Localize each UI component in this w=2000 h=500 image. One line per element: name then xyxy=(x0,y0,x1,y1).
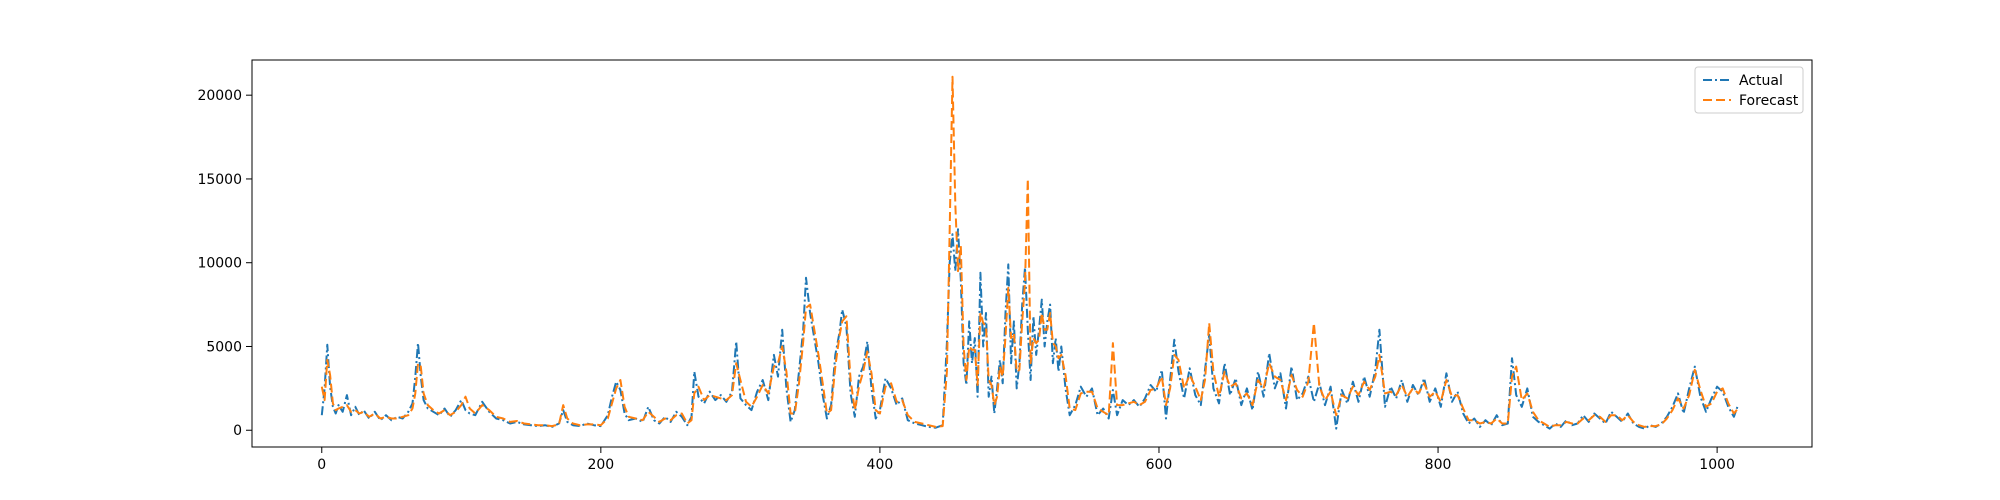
x-tick-label-200: 200 xyxy=(587,457,614,473)
x-tick-label-0: 0 xyxy=(317,457,326,473)
y-tick-label-20000: 20000 xyxy=(197,88,242,104)
x-tick-label-1000: 1000 xyxy=(1699,457,1735,473)
x-tick-label-600: 600 xyxy=(1146,457,1173,473)
series-line-actual xyxy=(320,228,1739,430)
plot-frame xyxy=(251,59,1813,448)
y-tick-label-10000: 10000 xyxy=(197,256,242,272)
plot-area xyxy=(320,75,1739,430)
x-tick-label-800: 800 xyxy=(1425,457,1452,473)
x-tick-label-400: 400 xyxy=(867,457,894,473)
series-line-forecast xyxy=(320,75,1739,428)
legend-label-forecast: Forecast xyxy=(1739,93,1799,109)
y-tick-label-5000: 5000 xyxy=(206,339,242,355)
y-tick-label-15000: 15000 xyxy=(197,172,242,188)
legend-label-actual: Actual xyxy=(1739,73,1783,89)
legend: Actual Forecast xyxy=(1694,66,1804,114)
y-tick-label-0: 0 xyxy=(233,423,242,439)
legend-box xyxy=(1694,66,1804,114)
